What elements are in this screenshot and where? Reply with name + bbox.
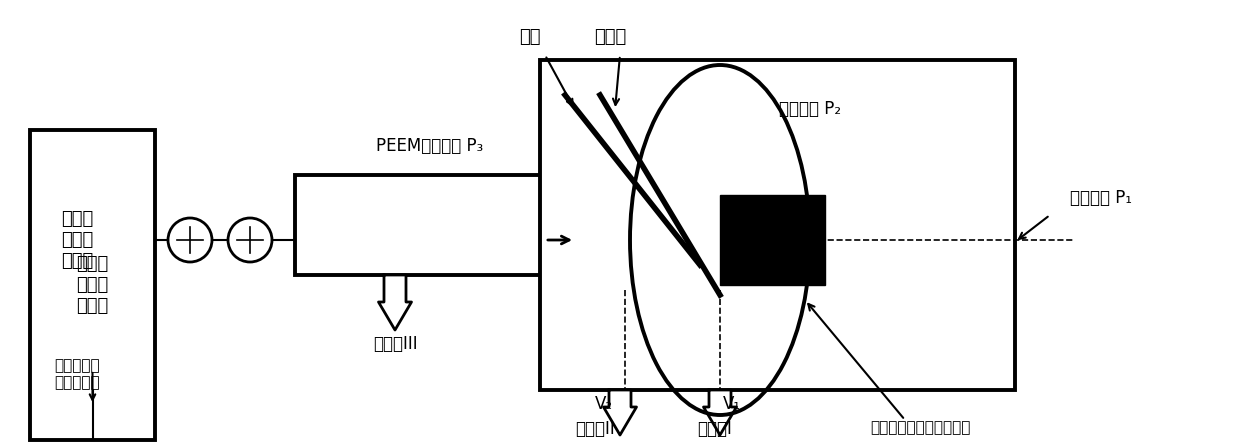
Polygon shape [604, 390, 636, 435]
Text: 抽气泵III: 抽气泵III [373, 335, 418, 353]
Text: 抽气泵I: 抽气泵I [698, 420, 733, 438]
Bar [295, 175, 565, 275]
Text: 真空腔室 P₂: 真空腔室 P₂ [779, 100, 841, 118]
Bar [720, 195, 825, 285]
Text: 可调谐
深紫外
激光源: 可调谐 深紫外 激光源 [61, 210, 93, 270]
Text: 样品架（置于样品台上）: 样品架（置于样品台上） [870, 420, 971, 435]
Text: 物镜: 物镜 [520, 28, 541, 46]
Text: 气氛腔室 P₁: 气氛腔室 P₁ [1070, 189, 1132, 207]
Polygon shape [703, 390, 737, 435]
Polygon shape [378, 275, 412, 330]
Bar [539, 60, 1016, 390]
Text: 抽气泵II: 抽气泵II [575, 420, 615, 438]
Bar [30, 130, 155, 440]
Text: PEEM成像部件 P₃: PEEM成像部件 P₃ [377, 137, 484, 155]
Text: 连接管道中
的光阑小孔: 连接管道中 的光阑小孔 [55, 358, 99, 390]
Text: V₂: V₂ [595, 395, 613, 413]
Text: V₁: V₁ [723, 395, 742, 413]
Text: 锥形管: 锥形管 [594, 28, 626, 46]
Text: 可调谐
深紫外
激光源: 可调谐 深紫外 激光源 [77, 255, 109, 315]
